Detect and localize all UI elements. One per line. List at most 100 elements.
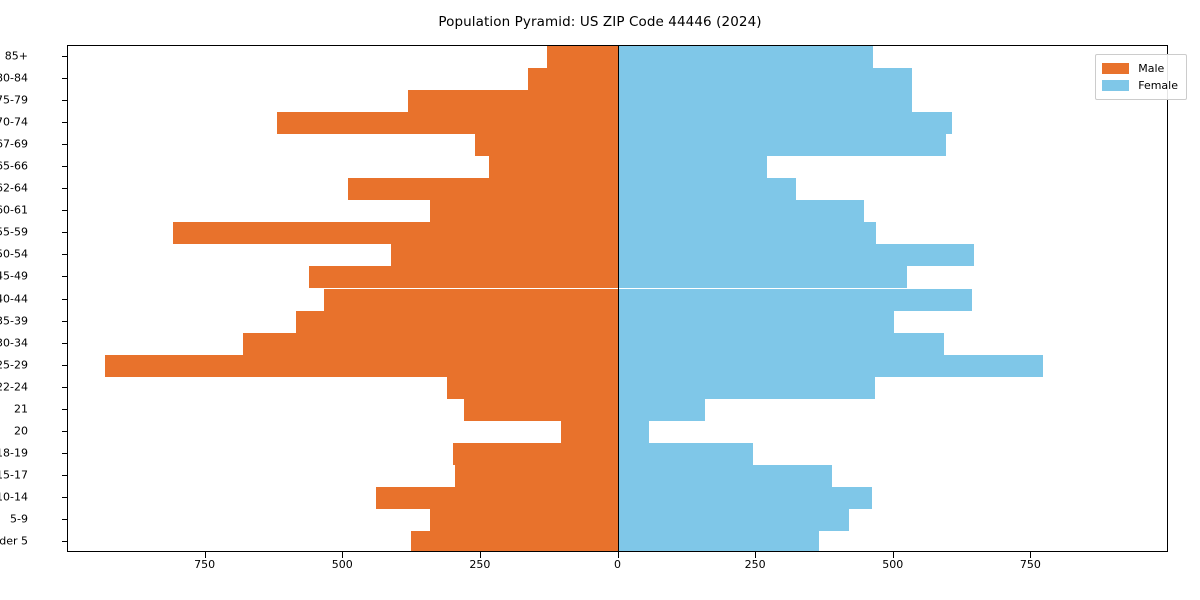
bar-male[interactable] [308,266,619,289]
y-tick-label-50-54: 50-54 [0,247,28,261]
y-tick-label-55-59: 55-59 [0,225,28,239]
y-tick-mark [61,122,67,124]
y-tick-mark [61,210,67,212]
bar-female[interactable] [618,508,850,531]
bar-female[interactable] [618,68,913,91]
legend-swatch-female [1102,80,1130,91]
bar-female[interactable] [618,332,945,355]
x-tick-label: 250 [469,558,491,571]
bar-female[interactable] [618,442,753,465]
bar-row [68,354,1167,377]
zero-axis-line [617,46,620,551]
bar-female[interactable] [618,420,650,443]
x-tick-label: 750 [1019,558,1041,571]
y-tick-label-5-9: 5-9 [10,512,28,526]
bar-row [68,244,1167,267]
y-tick-label-30-34: 30-34 [0,336,28,350]
bar-male[interactable] [407,90,619,113]
bar-row [68,508,1167,531]
bar-male[interactable] [410,530,619,551]
bar-female[interactable] [618,310,894,333]
y-tick-mark [61,364,67,366]
y-tick-label-15-17: 15-17 [0,468,28,482]
y-tick-mark [61,386,67,388]
plot-area [67,45,1168,552]
legend-entry-male[interactable]: Male [1102,60,1178,77]
bar-female[interactable] [618,530,820,551]
bar-male[interactable] [375,486,619,509]
x-tick-mark [617,552,619,558]
bar-row [68,288,1167,311]
bar-female[interactable] [618,46,873,69]
bar-row [68,68,1167,91]
bar-male[interactable] [463,398,619,421]
chart-title: Population Pyramid: US ZIP Code 44446 (2… [438,14,762,30]
bar-female[interactable] [618,178,797,201]
x-tick-label: 750 [194,558,216,571]
x-tick-label: 0 [614,558,621,571]
bar-male[interactable] [429,200,619,223]
bar-female[interactable] [618,464,833,487]
y-tick-label-85-: 85+ [4,49,28,63]
y-tick-label-75-79: 75-79 [0,93,28,107]
y-tick-mark [61,342,67,344]
y-tick-label-67-69: 67-69 [0,137,28,151]
bar-female[interactable] [618,398,706,421]
bar-male[interactable] [455,464,619,487]
bar-male[interactable] [347,178,619,201]
y-tick-mark [61,232,67,234]
bar-male[interactable] [560,420,619,443]
bar-male[interactable] [547,46,619,69]
bar-row [68,222,1167,245]
y-tick-mark [61,254,67,256]
bar-female[interactable] [618,354,1044,377]
bar-male[interactable] [527,68,619,91]
bar-female[interactable] [618,222,877,245]
bar-row [68,112,1167,135]
bar-female[interactable] [618,486,872,509]
y-tick-label-80-84: 80-84 [0,71,28,85]
y-tick-label-22-24: 22-24 [0,380,28,394]
y-tick-mark [61,100,67,102]
bar-female[interactable] [618,266,907,289]
bar-female[interactable] [618,156,767,179]
y-tick-mark [61,298,67,300]
y-tick-label-70-74: 70-74 [0,115,28,129]
bar-male[interactable] [172,222,619,245]
bar-male[interactable] [277,112,619,135]
bar-male[interactable] [488,156,619,179]
bar-row [68,332,1167,355]
bar-female[interactable] [618,112,952,135]
bar-male[interactable] [295,310,619,333]
legend-label-female: Female [1138,79,1178,92]
x-tick-mark [1030,552,1032,558]
bar-female[interactable] [618,134,947,157]
bar-row [68,46,1167,69]
bar-male[interactable] [323,288,619,311]
bar-male[interactable] [243,332,619,355]
x-tick-label: 500 [882,558,904,571]
bar-row [68,464,1167,487]
bar-female[interactable] [618,200,865,223]
bar-male[interactable] [447,376,619,399]
y-tick-mark [61,56,67,58]
bar-female[interactable] [618,244,974,267]
y-tick-mark [61,408,67,410]
bar-female[interactable] [618,90,912,113]
x-tick-mark [479,552,481,558]
bar-row [68,376,1167,399]
bar-male[interactable] [429,508,619,531]
bar-male[interactable] [474,134,619,157]
bar-female[interactable] [618,288,973,311]
legend-entry-female[interactable]: Female [1102,77,1178,94]
bar-female[interactable] [618,376,876,399]
bar-male[interactable] [390,244,619,267]
y-tick-mark [61,430,67,432]
bar-male[interactable] [105,354,619,377]
bar-male[interactable] [453,442,619,465]
bar-row [68,90,1167,113]
bars-container [68,46,1167,551]
y-tick-mark [61,188,67,190]
y-tick-label-25-29: 25-29 [0,358,28,372]
